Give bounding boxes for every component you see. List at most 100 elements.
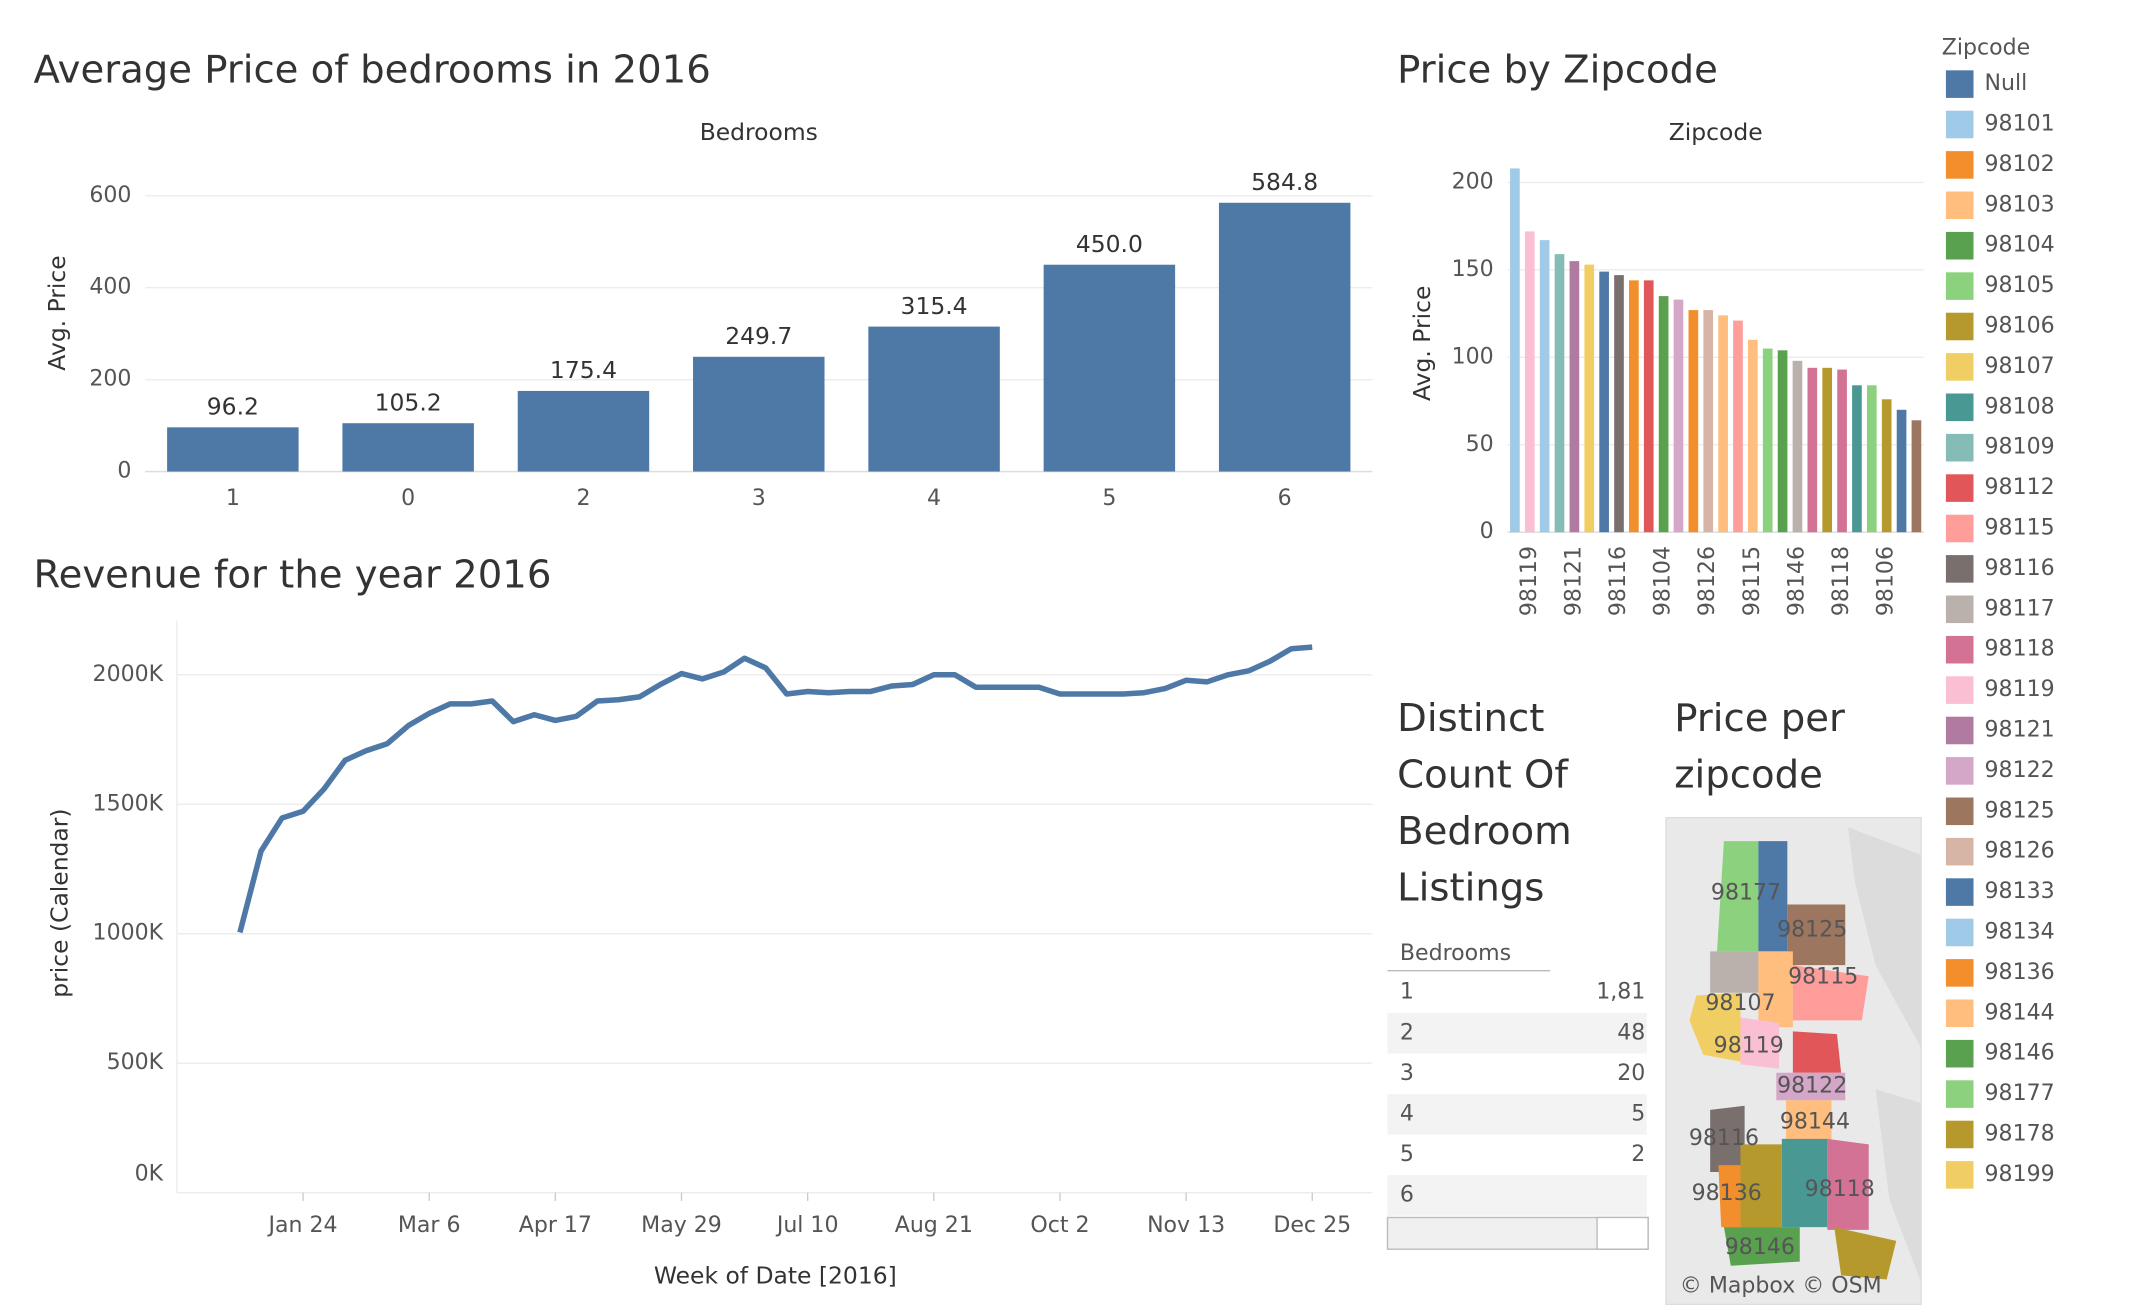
x-tick-label: Oct 2 [1030,1213,1089,1238]
table-header: Bedrooms [1400,941,1511,966]
x-tick-label: 98104 [1651,546,1676,616]
bar [1777,350,1788,533]
bar [693,356,825,472]
legend-label: 98103 [1985,192,2055,217]
bar [1614,275,1624,533]
map-label: 98177 [1711,880,1781,905]
legend-label: 98109 [1985,435,2055,460]
x-tick-label: Jan 24 [267,1213,338,1238]
bar [1852,385,1862,533]
row-label: 5 [1400,1142,1414,1167]
x-tick-label: 3 [752,486,766,511]
y-tick-label: 100 [1452,344,1494,369]
legend-swatch [1945,837,1974,866]
bar [1643,280,1654,533]
table-title: Count Of [1397,752,1569,797]
bar [1896,409,1907,533]
bar [1807,367,1818,533]
row-label: 6 [1400,1182,1414,1207]
legend-label: 98146 [1985,1041,2055,1066]
bar [1584,264,1595,533]
legend-swatch [1945,272,1974,300]
legend-swatch [1945,595,1974,624]
legend-label: 98115 [1985,515,2055,540]
legend-swatch [1945,716,1974,745]
bar [1703,310,1714,533]
row-value: 1,81 [1596,980,1645,1005]
y-tick-label: 0 [1480,519,1494,544]
legend-swatch [1945,514,1974,543]
legend-label: 98144 [1985,1000,2055,1025]
y-tick-label: 2000K [93,662,164,687]
legend-label: 98105 [1985,273,2055,298]
row-label: 2 [1400,1020,1414,1045]
bar [1524,231,1535,533]
bar [1218,202,1351,472]
legend-swatch [1945,433,1974,462]
bar [1599,271,1609,533]
legend-label: 98101 [1985,112,2055,137]
x-tick-label: Aug 21 [895,1213,973,1238]
map-label: 98146 [1725,1235,1795,1260]
bar [1837,369,1847,533]
bar [1792,360,1803,533]
row-band [1387,1013,1647,1054]
map-label: 98118 [1805,1177,1875,1202]
bar [1658,296,1669,533]
legend-label: 98199 [1985,1162,2055,1187]
y-tick-label: 400 [89,275,131,300]
bar [1043,264,1176,472]
x-tick-label: 5 [1102,486,1116,511]
legend-label: Null [1985,71,2028,96]
scrollbar-track [1596,1216,1649,1250]
legend-label: 98104 [1985,233,2055,258]
y-axis-title: price (Calendar) [46,808,74,997]
legend-swatch [1945,474,1974,502]
y-tick-label: 0 [117,459,131,484]
x-tick-label: 98126 [1695,546,1720,616]
legend-label: 98102 [1985,152,2055,177]
legend-swatch [1945,999,1974,1028]
legend-label: 98106 [1985,314,2055,339]
row-band [1387,1094,1647,1135]
table-title: Distinct [1397,696,1544,741]
x-axis-title: Zipcode [1669,118,1763,146]
x-tick-label: 98106 [1874,546,1899,616]
bar [1881,399,1892,533]
y-tick-label: 200 [89,367,131,392]
legend-label: 98121 [1985,717,2055,742]
bar [1718,315,1728,533]
x-tick-label: 98119 [1517,546,1542,616]
bar [1554,254,1565,533]
map-label: 98122 [1777,1073,1847,1098]
legend-swatch [1945,191,1974,220]
data-label: 584.8 [1251,168,1318,196]
legend-label: 98119 [1985,677,2055,702]
y-tick-label: 1000K [93,921,164,946]
chart-title: Price by Zipcode [1397,48,1718,93]
table-title: Listings [1397,865,1544,910]
bar [1673,299,1684,533]
legend-swatch [1945,555,1974,583]
row-label: 3 [1400,1061,1414,1086]
chart-title: Revenue for the year 2016 [34,552,552,597]
y-tick-label: 50 [1466,432,1494,457]
legend-title: Zipcode [1942,35,2030,60]
legend-swatch [1945,1080,1974,1108]
map-title: zipcode [1674,752,1823,797]
x-tick-label: 0 [401,486,415,511]
map-label: 98116 [1689,1126,1759,1151]
bar [517,390,650,472]
bar [868,326,1000,472]
legend-swatch [1945,312,1974,341]
bar [1539,240,1550,533]
bar [1911,420,1922,533]
legend-swatch [1945,797,1974,826]
x-tick-label: Mar 6 [398,1213,461,1238]
y-tick-label: 600 [89,183,131,208]
legend-swatch [1945,393,1974,422]
legend-swatch [1945,918,1974,947]
legend-label: 98134 [1985,919,2055,944]
